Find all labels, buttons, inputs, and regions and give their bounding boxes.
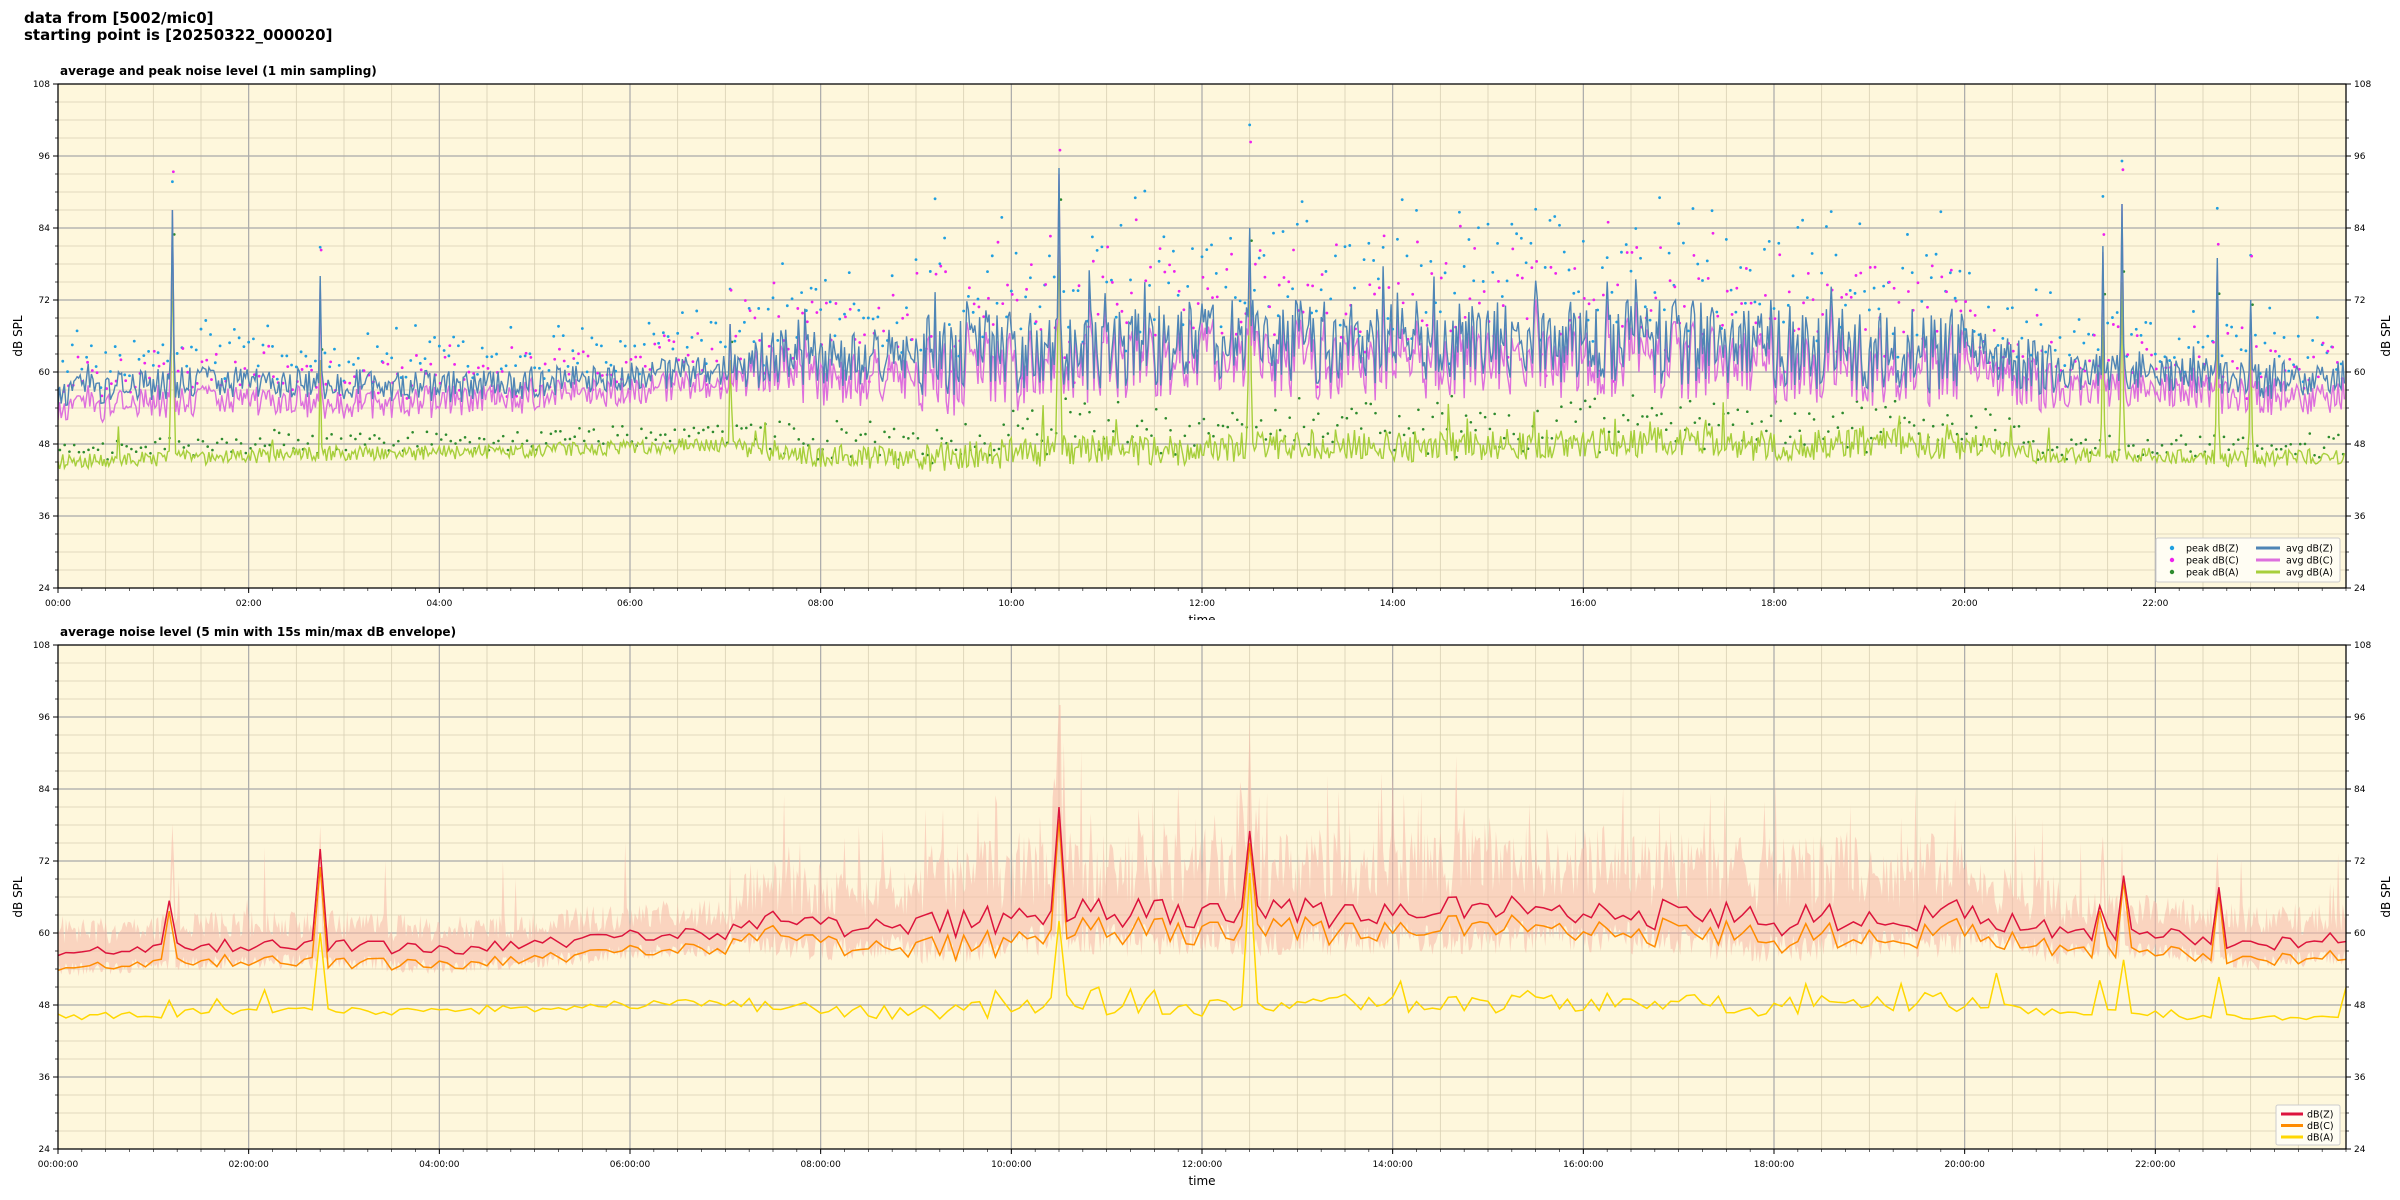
x-tick-label: 22:00:00 <box>2135 1160 2176 1170</box>
y-tick-label: 60 <box>39 368 51 378</box>
x-tick-label: 08:00 <box>808 599 834 609</box>
x-tick-label: 18:00:00 <box>1754 1160 1795 1170</box>
series-layer <box>58 705 2346 1021</box>
legend-label: peak dB(Z) <box>2186 544 2239 555</box>
y-axis-label: dB SPL <box>11 315 25 357</box>
starting-point-label: starting point is [20250322_000020] <box>24 26 333 44</box>
dbz-line <box>58 806 2346 957</box>
y-tick-label-right: 72 <box>2354 296 2365 306</box>
y-tick-label: 36 <box>39 1073 51 1083</box>
x-tick-label: 10:00:00 <box>991 1160 1032 1170</box>
legend: dB(Z)dB(C)dB(A) <box>2275 1104 2341 1146</box>
legend-label: dB(Z) <box>2307 1110 2333 1121</box>
chart-title: average noise level (5 min with 15s min/… <box>60 625 456 639</box>
y-tick-label: 96 <box>39 713 51 723</box>
legend: peak dB(Z)peak dB(C)peak dB(A)avg dB(Z)a… <box>2155 537 2341 583</box>
average-peak-noise-chart: 24 24 36 36 48 48 60 60 72 72 84 84 96 96 108 108 00:00 0… <box>11 64 2393 620</box>
y-tick-label: 108 <box>33 641 50 651</box>
y-tick-label-right: 24 <box>2354 584 2366 594</box>
y-tick-label: 48 <box>39 440 51 450</box>
legend-label: peak dB(C) <box>2186 556 2239 567</box>
y-tick-label: 36 <box>39 512 51 522</box>
y-tick-label-right: 60 <box>2354 368 2366 378</box>
y-tick-label-right: 36 <box>2354 1073 2366 1083</box>
y-tick-label: 48 <box>39 1001 51 1011</box>
y-tick-label: 72 <box>39 857 50 867</box>
x-tick-label: 20:00 <box>1952 599 1978 609</box>
y-tick-label-right: 96 <box>2354 152 2366 162</box>
x-tick-label: 12:00:00 <box>1182 1160 1223 1170</box>
page-header: data from [5002/mic0] starting point is … <box>24 10 332 44</box>
avg-dba-line <box>58 221 2346 472</box>
legend-label: avg dB(C) <box>2286 556 2333 567</box>
y-tick-label-right: 108 <box>2354 641 2371 651</box>
dbc-line <box>58 818 2346 972</box>
y-tick-label-right: 36 <box>2354 512 2366 522</box>
minmax-envelope <box>58 705 2346 977</box>
legend-label: dB(C) <box>2307 1121 2334 1132</box>
average-noise-envelope-chart: 24 24 36 36 48 48 60 60 72 72 84 84 96 96 108 108 00:00:… <box>11 625 2393 1188</box>
y-axis-label: dB SPL <box>11 876 25 918</box>
y-tick-label: 84 <box>39 224 51 234</box>
dba-line <box>58 872 2346 1021</box>
y-tick-label-right: 60 <box>2354 929 2366 939</box>
x-tick-label: 04:00 <box>426 599 452 609</box>
avg-dbc-line <box>58 173 2346 424</box>
x-tick-label: 10:00 <box>998 599 1024 609</box>
y-tick-label-right: 24 <box>2354 1145 2366 1155</box>
legend-marker <box>2169 569 2175 575</box>
x-tick-label: 08:00:00 <box>800 1160 841 1170</box>
y-tick-label: 60 <box>39 929 51 939</box>
y-tick-label-right: 84 <box>2354 224 2366 234</box>
legend-marker <box>2169 557 2175 563</box>
x-axis-label: time <box>1188 613 1215 620</box>
x-tick-label: 14:00 <box>1380 599 1406 609</box>
y-tick-label-right: 48 <box>2354 440 2366 450</box>
x-tick-label: 16:00 <box>1570 599 1596 609</box>
avg-dbz-line <box>58 167 2346 407</box>
y-tick-label: 72 <box>39 296 50 306</box>
x-tick-label: 02:00 <box>236 599 262 609</box>
x-tick-label: 04:00:00 <box>419 1160 460 1170</box>
legend-label: peak dB(A) <box>2186 568 2239 579</box>
x-tick-label: 06:00:00 <box>610 1160 651 1170</box>
x-tick-label: 02:00:00 <box>228 1160 269 1170</box>
y-axis-label-right: dB SPL <box>2379 315 2393 357</box>
y-tick-label: 24 <box>39 1145 51 1155</box>
x-tick-label: 12:00 <box>1189 599 1215 609</box>
series-layer <box>58 123 2346 472</box>
legend-box <box>2155 537 2341 583</box>
legend-label: avg dB(A) <box>2286 568 2333 579</box>
y-tick-label: 84 <box>39 785 51 795</box>
x-tick-label: 14:00:00 <box>1372 1160 1413 1170</box>
x-axis-label: time <box>1188 1174 1215 1188</box>
x-tick-label: 22:00 <box>2142 599 2168 609</box>
y-tick-label: 108 <box>33 80 50 90</box>
y-tick-label-right: 84 <box>2354 785 2366 795</box>
x-tick-label: 16:00:00 <box>1563 1160 1604 1170</box>
x-tick-label: 00:00:00 <box>38 1160 79 1170</box>
legend-label: dB(A) <box>2307 1133 2333 1144</box>
x-tick-label: 00:00 <box>45 599 71 609</box>
y-tick-label-right: 96 <box>2354 713 2366 723</box>
legend-label: avg dB(Z) <box>2286 544 2333 555</box>
y-axis-label-right: dB SPL <box>2379 876 2393 918</box>
y-tick-label: 96 <box>39 152 51 162</box>
y-tick-label-right: 108 <box>2354 80 2371 90</box>
x-tick-label: 06:00 <box>617 599 643 609</box>
legend-marker <box>2169 545 2175 551</box>
data-source-label: data from [5002/mic0] <box>24 9 214 27</box>
x-tick-label: 18:00 <box>1761 599 1787 609</box>
x-tick-label: 20:00:00 <box>1944 1160 1985 1170</box>
y-tick-label-right: 72 <box>2354 857 2365 867</box>
y-tick-label-right: 48 <box>2354 1001 2366 1011</box>
y-tick-label: 24 <box>39 584 51 594</box>
chart-title: average and peak noise level (1 min samp… <box>60 64 377 78</box>
